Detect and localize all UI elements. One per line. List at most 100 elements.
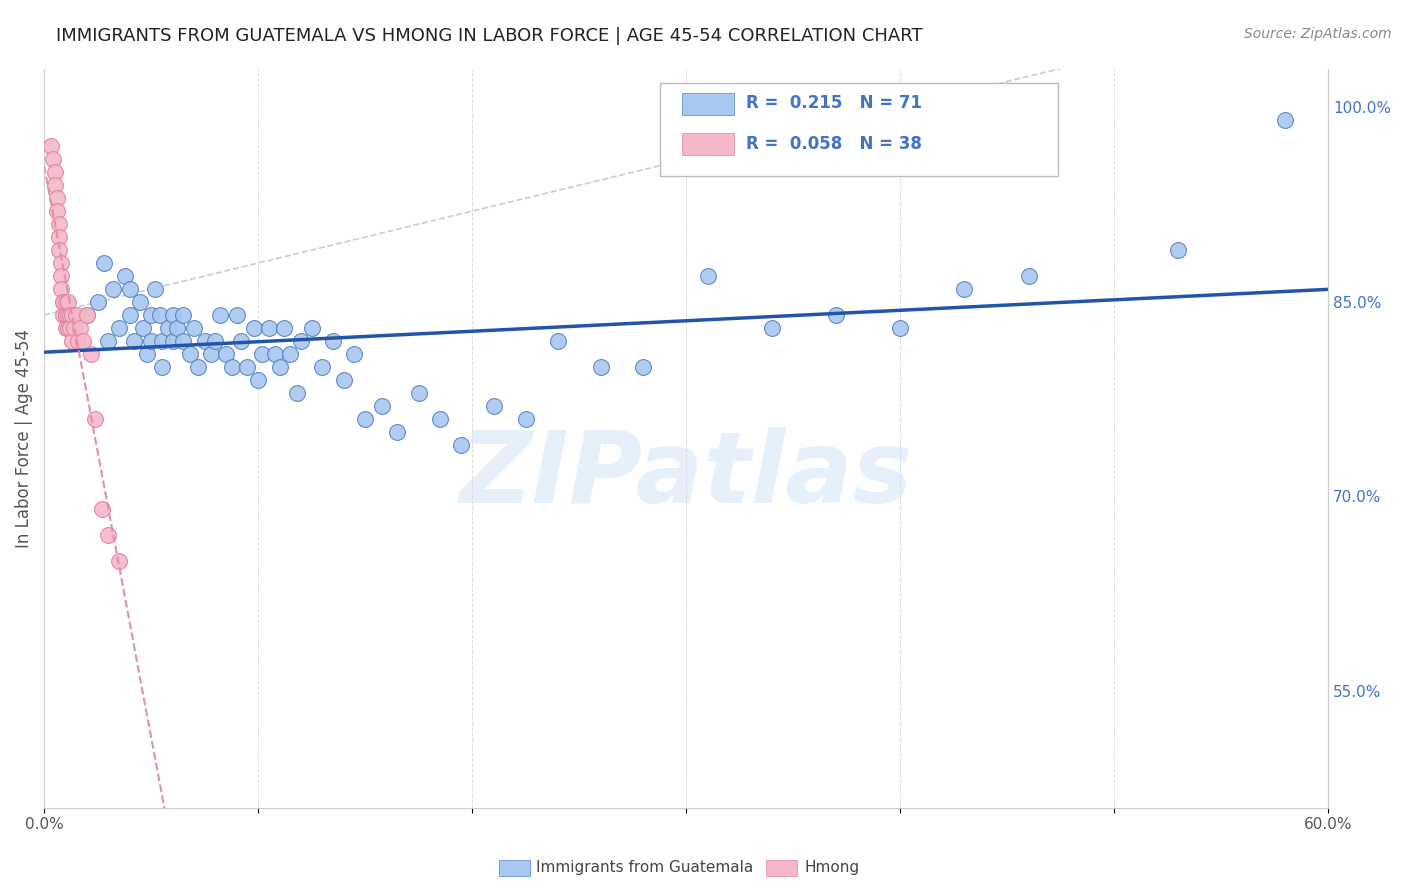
Point — [60, 308, 83, 322]
Point — [114, 268, 136, 283]
Point — [343, 347, 366, 361]
Point — [39, 139, 62, 153]
Point — [187, 359, 209, 374]
Point — [208, 308, 231, 322]
Point — [162, 334, 184, 348]
Point — [118, 282, 141, 296]
Point — [46, 191, 69, 205]
Point — [51, 268, 73, 283]
Point — [482, 399, 505, 413]
Point — [204, 334, 226, 348]
Point — [84, 411, 107, 425]
Point — [56, 308, 79, 322]
Point — [149, 308, 172, 322]
Point — [59, 321, 82, 335]
Point — [229, 334, 252, 348]
Point — [332, 373, 354, 387]
Point — [243, 321, 266, 335]
Point — [44, 178, 66, 193]
Point — [150, 359, 173, 374]
Point — [290, 334, 312, 348]
Point — [51, 282, 73, 296]
Point — [63, 321, 86, 335]
Point — [1018, 268, 1040, 283]
Point — [408, 385, 430, 400]
Point — [889, 321, 911, 335]
FancyBboxPatch shape — [661, 83, 1059, 176]
Point — [236, 359, 259, 374]
Point — [46, 204, 69, 219]
Point — [97, 528, 120, 542]
Point — [273, 321, 295, 335]
Point — [589, 359, 612, 374]
Y-axis label: In Labor Force | Age 45-54: In Labor Force | Age 45-54 — [15, 328, 32, 548]
Point — [108, 321, 131, 335]
Point — [179, 347, 201, 361]
Point — [65, 308, 87, 322]
Point — [60, 334, 83, 348]
Point — [825, 308, 848, 322]
Point — [183, 321, 205, 335]
Point — [56, 294, 79, 309]
Point — [44, 165, 66, 179]
Point — [215, 347, 238, 361]
Point — [547, 334, 569, 348]
Point — [145, 282, 167, 296]
Point — [48, 217, 70, 231]
Point — [48, 230, 70, 244]
Point — [200, 347, 222, 361]
Point — [76, 308, 98, 322]
Point — [101, 282, 124, 296]
Point — [285, 385, 308, 400]
Point — [150, 334, 173, 348]
Point — [135, 347, 157, 361]
Point — [264, 347, 287, 361]
Point — [172, 334, 194, 348]
Point — [1274, 113, 1296, 128]
Point — [131, 321, 153, 335]
Point — [67, 334, 90, 348]
Text: R =  0.058   N = 38: R = 0.058 N = 38 — [747, 135, 922, 153]
Text: IMMIGRANTS FROM GUATEMALA VS HMONG IN LABOR FORCE | AGE 45-54 CORRELATION CHART: IMMIGRANTS FROM GUATEMALA VS HMONG IN LA… — [56, 27, 922, 45]
Point — [172, 308, 194, 322]
Text: Hmong: Hmong — [804, 861, 859, 875]
Point — [122, 334, 145, 348]
Point — [278, 347, 301, 361]
Point — [51, 256, 73, 270]
Point — [387, 425, 409, 439]
Point — [162, 308, 184, 322]
Point — [194, 334, 217, 348]
Point — [55, 308, 77, 322]
Point — [52, 294, 75, 309]
Point — [515, 411, 537, 425]
Point — [118, 308, 141, 322]
Point — [450, 437, 472, 451]
Point — [97, 334, 120, 348]
Point — [953, 282, 976, 296]
Text: ZIPatlas: ZIPatlas — [460, 426, 912, 524]
Point — [108, 554, 131, 568]
Text: Source: ZipAtlas.com: Source: ZipAtlas.com — [1244, 27, 1392, 41]
Point — [80, 347, 103, 361]
Point — [221, 359, 243, 374]
Point — [257, 321, 280, 335]
Point — [301, 321, 323, 335]
Point — [56, 321, 79, 335]
Point — [69, 321, 91, 335]
Point — [225, 308, 247, 322]
Point — [41, 153, 63, 167]
Point — [354, 411, 377, 425]
Point — [52, 294, 75, 309]
Point — [139, 308, 162, 322]
Point — [157, 321, 180, 335]
Point — [55, 308, 77, 322]
Point — [322, 334, 344, 348]
Point — [59, 308, 82, 322]
Bar — [682, 133, 734, 155]
Point — [86, 294, 108, 309]
Point — [247, 373, 270, 387]
Point — [55, 308, 77, 322]
Point — [76, 308, 98, 322]
Point — [311, 359, 333, 374]
Point — [72, 334, 94, 348]
